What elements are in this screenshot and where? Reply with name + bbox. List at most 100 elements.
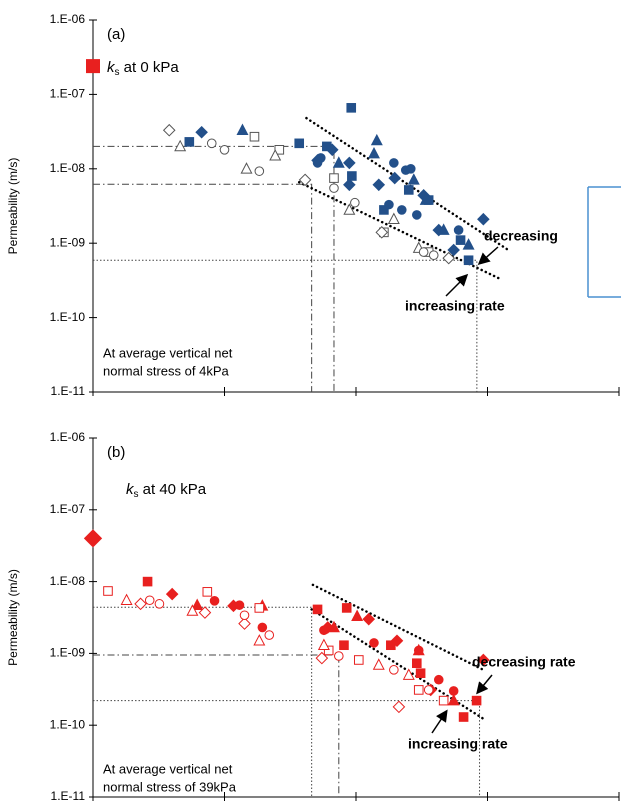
point — [206, 138, 217, 149]
y-tick-label: 1.E-09 — [50, 646, 86, 660]
point — [198, 606, 212, 619]
ks-label: ks at 0 kPa — [107, 59, 179, 78]
point — [186, 604, 199, 616]
point — [347, 171, 357, 181]
point — [442, 251, 456, 265]
point — [341, 603, 352, 613]
point — [269, 149, 282, 161]
point — [412, 210, 422, 220]
y-tick-label: 1.E-06 — [50, 430, 86, 444]
annotation-arrow — [477, 246, 499, 265]
note: normal stress of 4kPa — [103, 363, 229, 378]
ks-label: ks at 40 kPa — [126, 481, 207, 500]
annotation-arrow — [445, 273, 469, 297]
point — [298, 173, 312, 187]
point — [249, 131, 260, 142]
note: normal stress of 39kPa — [103, 779, 237, 794]
point — [329, 173, 339, 183]
point — [327, 620, 340, 633]
point — [419, 193, 432, 205]
point — [191, 598, 204, 610]
point — [350, 197, 360, 208]
point — [390, 634, 404, 648]
point — [83, 529, 103, 548]
y-tick-label: 1.E-06 — [50, 12, 86, 26]
point — [103, 586, 113, 596]
point — [234, 600, 245, 610]
point — [455, 235, 466, 245]
point — [346, 103, 357, 113]
point — [238, 617, 251, 630]
point — [462, 238, 475, 250]
y-axis-title: Permeability (m/s) — [6, 158, 20, 255]
point — [329, 183, 339, 193]
point — [413, 645, 424, 656]
point — [257, 622, 268, 633]
point — [353, 655, 364, 665]
point — [437, 223, 450, 235]
point — [447, 693, 460, 706]
point — [386, 640, 396, 651]
point — [142, 576, 153, 587]
point — [325, 143, 339, 157]
panel-label: (b) — [107, 444, 125, 461]
point — [334, 651, 344, 661]
y-tick-label: 1.E-08 — [50, 161, 86, 175]
point — [428, 250, 439, 260]
ks-text: at 0 kPa — [120, 59, 180, 76]
point — [254, 166, 265, 176]
point — [165, 587, 179, 601]
trend-line — [311, 583, 485, 672]
point — [369, 638, 379, 648]
point — [418, 247, 429, 257]
point — [351, 609, 364, 621]
point — [184, 137, 195, 147]
point — [367, 146, 380, 159]
y-tick-label: 1.E-10 — [50, 717, 86, 731]
point — [433, 674, 444, 685]
guide-line — [93, 183, 313, 392]
y-tick-label: 1.E-09 — [50, 235, 86, 249]
point — [463, 255, 474, 266]
point — [86, 59, 100, 74]
point — [236, 123, 249, 136]
point — [154, 599, 165, 609]
point — [477, 653, 490, 667]
guide-line — [93, 654, 340, 797]
annotation-arrow — [431, 709, 448, 734]
ks-symbol: k — [107, 59, 116, 76]
point — [415, 668, 426, 678]
y-tick-label: 1.E-11 — [51, 789, 86, 803]
point — [362, 612, 376, 626]
y-tick-label: 1.E-08 — [50, 574, 86, 588]
point — [319, 625, 329, 636]
annotation-arrow — [476, 674, 493, 695]
point — [254, 603, 265, 613]
annotation: decreasing — [484, 228, 558, 244]
point — [407, 173, 420, 185]
point — [144, 595, 155, 606]
point — [423, 685, 434, 695]
point — [316, 153, 326, 163]
point — [332, 156, 345, 168]
point — [438, 695, 449, 706]
point — [162, 123, 176, 137]
annotation: increasing rate — [408, 736, 508, 752]
point — [447, 243, 460, 257]
panel-label: (a) — [107, 26, 125, 43]
point — [379, 205, 389, 215]
point — [195, 125, 208, 139]
annotation: increasing rate — [405, 298, 505, 314]
point — [339, 640, 349, 651]
point — [315, 651, 329, 665]
point — [370, 133, 383, 146]
point — [375, 226, 389, 239]
trend-line — [305, 116, 510, 252]
point — [412, 658, 422, 669]
point — [403, 185, 414, 195]
point — [240, 162, 253, 174]
point — [343, 156, 356, 170]
y-axis-title: Permeability (m/s) — [6, 569, 20, 666]
